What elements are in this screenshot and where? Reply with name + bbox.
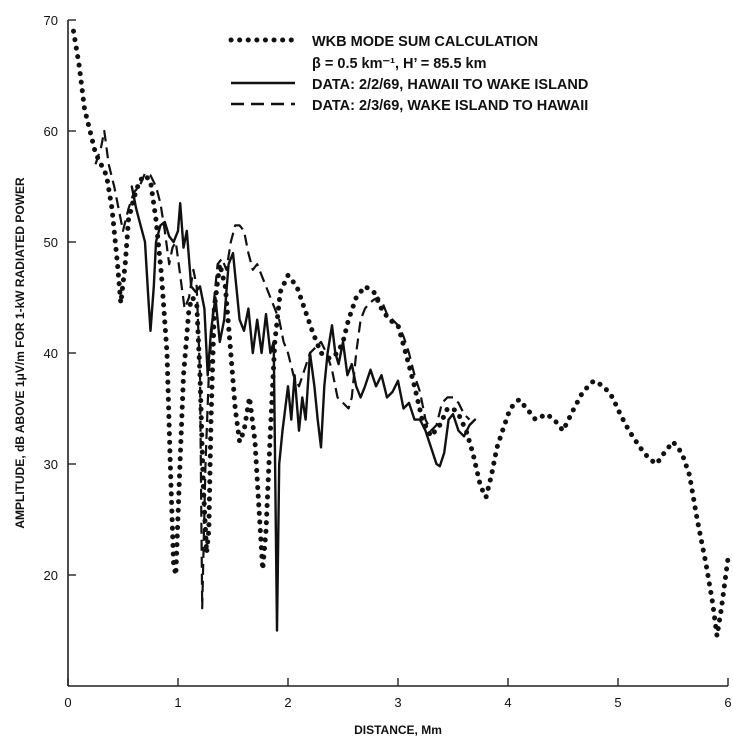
- legend-label-calculation: WKB MODE SUM CALCULATION: [312, 34, 538, 50]
- series-line-wkb-calculation: [71, 28, 731, 639]
- x-tick-label: 0: [64, 695, 71, 710]
- series-layer: [71, 28, 731, 639]
- y-tick-label: 60: [44, 124, 58, 139]
- legend-label-hawaii-to-wake: DATA: 2/2/69, HAWAII TO WAKE ISLAND: [312, 77, 588, 93]
- legend-label-wake-to-hawaii: DATA: 2/3/69, WAKE ISLAND TO HAWAII: [312, 98, 588, 114]
- y-tick-label: 30: [44, 457, 58, 472]
- y-tick-label: 40: [44, 346, 58, 361]
- y-tick-label: 20: [44, 568, 58, 583]
- y-axis-title: AMPLITUDE, dB ABOVE 1μV/m FOR 1-kW RADIA…: [13, 177, 27, 529]
- x-axis-title: DISTANCE, Mm: [354, 723, 442, 737]
- plot-area: 20 30 40 50 60 70 0 1 2 3 4 5 6: [44, 13, 732, 710]
- x-tick-label: 5: [614, 695, 621, 710]
- series-line-hawaii-to-wake: [130, 185, 477, 632]
- series-line-wake-to-hawaii: [94, 129, 471, 610]
- y-tick-label: 70: [44, 13, 58, 28]
- x-tick-label: 6: [724, 695, 731, 710]
- x-tick-label: 1: [174, 695, 181, 710]
- x-tick-label: 2: [284, 695, 291, 710]
- x-tick-label: 4: [504, 695, 511, 710]
- legend-label-parameters: β = 0.5 km⁻¹, H’ = 85.5 km: [312, 56, 487, 72]
- legend: WKB MODE SUM CALCULATION β = 0.5 km⁻¹, H…: [228, 34, 588, 114]
- x-tick-label: 3: [394, 695, 401, 710]
- y-tick-label: 50: [44, 235, 58, 250]
- x-ticks: 0 1 2 3 4 5 6: [64, 678, 732, 710]
- y-ticks: 20 30 40 50 60 70: [44, 13, 76, 583]
